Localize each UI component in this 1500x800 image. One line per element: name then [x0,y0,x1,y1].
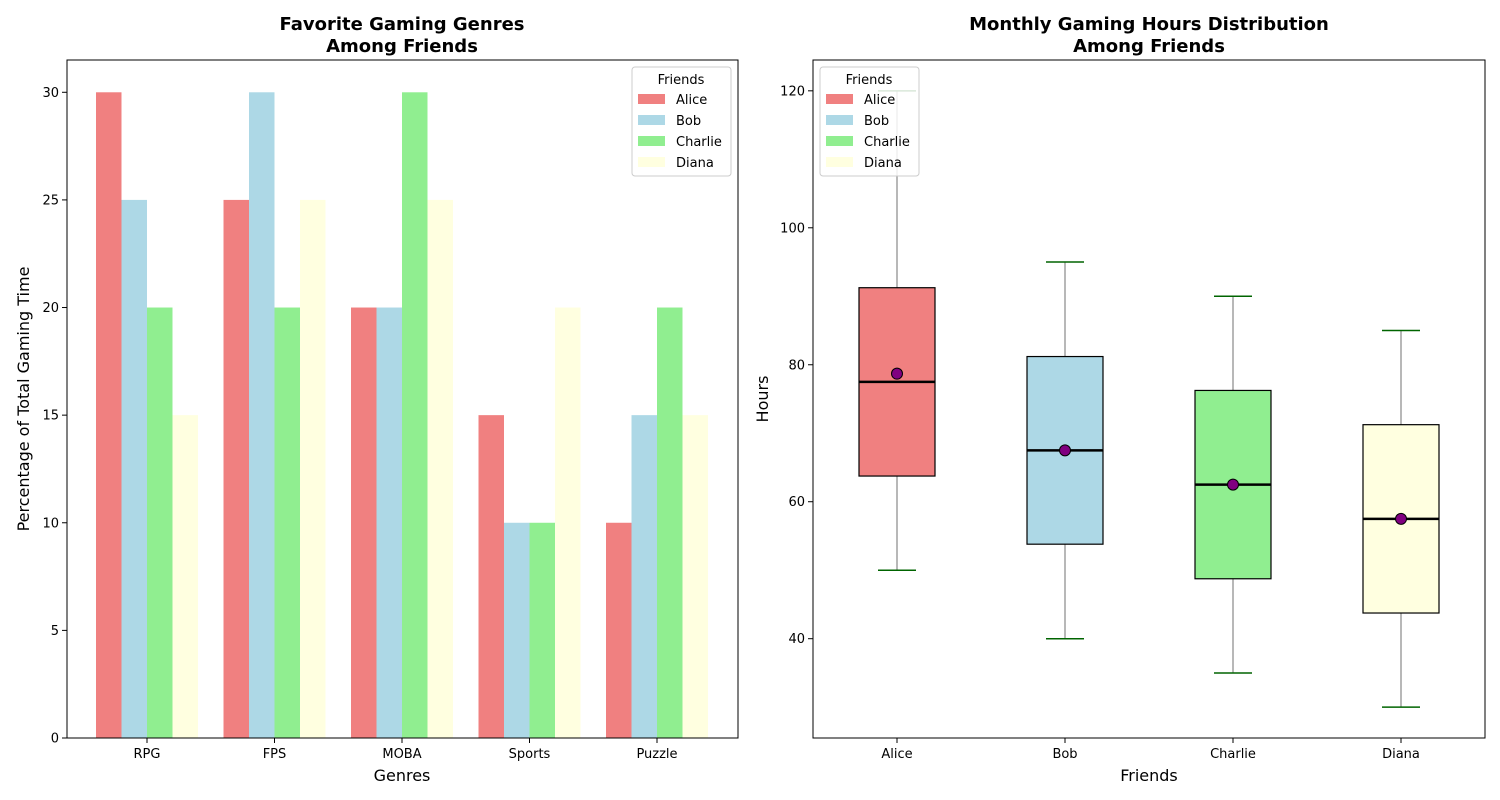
box-plot-legend-swatch-charlie [826,136,853,146]
box-plot-plot-frame [812,59,1486,739]
bar-chart-y-tick-label: 25 [42,193,59,208]
mean-marker [1395,512,1407,525]
bar-group [96,92,708,739]
box-plot-y-tick-label: 40 [788,632,805,647]
box-plot-y-tick-label: 60 [788,495,805,510]
bar-chart-legend-label-bob: Bob [676,114,701,129]
box-plot-x-tick-label-alice: Alice [881,747,912,762]
bar-chart-y-axis-label: Percentage of Total Gaming Time [14,267,33,532]
box-plot-x-ticks: Alice Bob Charlie Diana [881,738,1420,762]
bar-diana-fps [300,199,326,738]
box-plot-legend-title: Friends [846,73,893,88]
bar-chart-y-tick-label: 15 [42,409,59,424]
bar-chart-y-tick-label: 0 [51,732,59,747]
bar-chart-title-line-1: Favorite Gaming Genres [279,14,524,35]
bar-chart-legend-items: Alice Bob Charlie Diana [638,93,722,171]
bar-chart-legend-title: Friends [658,73,705,88]
bar-bob-puzzle [631,415,657,738]
bar-alice-rpg [96,92,122,739]
bar-alice-fps [223,199,249,738]
bar-chart-x-tick-label-rpg: RPG [134,747,161,762]
box-plot-legend-label-charlie: Charlie [864,135,910,150]
box-plot-y-tick-label: 120 [780,84,805,99]
box-plot-y-ticks: 40 60 80 100 120 [780,84,813,647]
bar-chart-y-tick-label: 10 [42,516,59,531]
box-plot-y-tick-label: 80 [788,358,805,373]
box-plot-x-tick-label-charlie: Charlie [1210,747,1256,762]
box-plot-legend-swatch-alice [826,94,853,104]
bar-chart-x-ticks: RPG FPS MOBA Sports Puzzle [134,738,678,762]
box-plot-legend-swatch-bob [826,115,853,125]
bar-chart-legend-label-charlie: Charlie [676,135,722,150]
box-charlie [1194,295,1272,674]
bar-diana-puzzle [682,415,708,738]
box-plot-x-tick-label-bob: Bob [1052,747,1077,762]
bar-chart-title-line-2: Among Friends [326,36,478,57]
bar-chart-y-tick-label: 5 [51,624,59,639]
bar-alice-moba [351,307,377,738]
bar-chart-legend-swatch-alice [638,94,665,104]
bar-chart-y-tick-label: 30 [42,86,59,101]
bar-charlie-moba [402,92,428,739]
mean-marker [1059,444,1071,457]
mean-marker [891,367,903,380]
bar-bob-rpg [121,199,147,738]
bar-charlie-puzzle [657,307,683,738]
bar-bob-fps [249,92,275,739]
bar-diana-moba [427,199,453,738]
box-plot-x-tick-label-diana: Diana [1382,747,1420,762]
bar-chart-y-tick-label: 20 [42,301,59,316]
box-diana [1362,329,1440,708]
bar-alice-sports [478,415,504,738]
box-plot-y-tick-label: 100 [780,221,805,236]
box-plot-title-line-1: Monthly Gaming Hours Distribution [969,14,1329,35]
bar-chart-y-ticks: 0 5 10 15 20 25 30 [42,86,67,747]
bar-chart-x-tick-label-fps: FPS [263,747,287,762]
bar-chart-legend-label-diana: Diana [676,156,714,171]
box-group [858,90,1440,708]
box-plot-legend-label-diana: Diana [864,156,902,171]
bar-chart-legend: Friends Alice Bob Charlie Diana [631,66,732,177]
bar-chart-legend-label-alice: Alice [676,93,707,108]
box-plot-x-axis-label: Friends [1120,766,1178,785]
box-plot-legend: Friends Alice Bob Charlie Diana [819,66,920,177]
bar-charlie-fps [274,307,300,738]
hours-box-plot: Monthly Gaming Hours Distribution Among … [753,14,1486,785]
box-plot-legend-items: Alice Bob Charlie Diana [826,93,910,171]
bar-charlie-sports [529,522,555,738]
bar-chart-x-tick-label-sports: Sports [509,747,551,762]
bar-alice-puzzle [606,522,632,738]
bar-chart-legend-swatch-diana [638,157,665,167]
bar-chart-legend-swatch-bob [638,115,665,125]
box-plot-legend-swatch-diana [826,157,853,167]
bar-chart-legend-swatch-charlie [638,136,665,146]
bar-chart-x-axis-label: Genres [374,766,431,785]
mean-marker [1227,478,1239,491]
bar-bob-moba [376,307,402,738]
bar-diana-rpg [172,415,198,738]
box-plot-legend-label-alice: Alice [864,93,895,108]
bar-chart-x-tick-label-puzzle: Puzzle [636,747,677,762]
box-plot-legend-label-bob: Bob [864,114,889,129]
bar-chart-x-tick-label-moba: MOBA [382,747,421,762]
genre-bar-chart: Favorite Gaming Genres Among Friends 0 5 1… [14,14,739,785]
box-plot-title-line-2: Among Friends [1073,36,1225,57]
bar-bob-sports [504,522,530,738]
box-plot-y-axis-label: Hours [753,376,772,423]
bar-diana-sports [555,307,581,738]
bar-charlie-rpg [147,307,173,738]
box-bob [1026,261,1104,640]
